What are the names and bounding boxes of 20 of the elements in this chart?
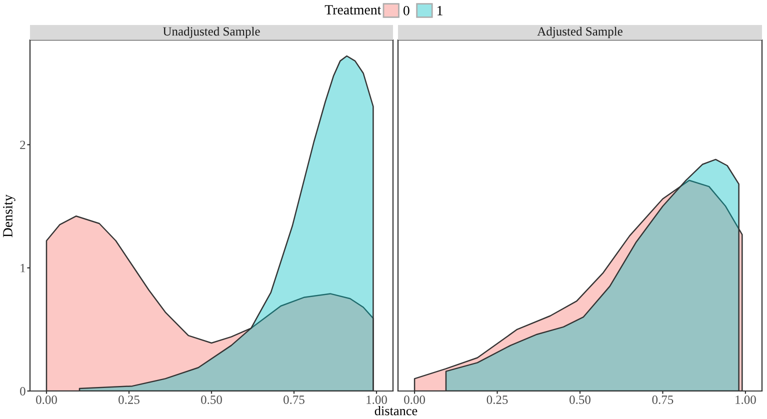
x-tick-label: 1.00 [736,396,756,404]
x-tick-label: 0.50 [570,396,590,404]
chart-title: Unadjusted Sample [162,26,260,38]
x-tick-label: 0.50 [201,396,222,404]
x-tick-label: 0.25 [118,396,140,404]
y-tick-label: 2 [20,140,26,150]
legend-label: 1 [438,6,442,16]
y-axis-title: Density [3,194,16,238]
x-tick-label: 0.00 [36,396,57,404]
x-axis-title: distance [374,406,418,416]
x-tick-label: 0.00 [404,396,426,404]
legend-label: 0 [403,6,410,16]
y-tick-label: 0 [20,387,26,396]
legend-title: Treatment [324,5,382,14]
x-tick-label: 0.75 [652,396,674,404]
x-tick-label: 0.25 [486,396,508,404]
x-tick-label: 1.00 [366,396,387,404]
y-tick-label: 1 [20,264,26,272]
x-tick-label: 0.75 [284,396,304,404]
chart-title: Adjusted Sample [537,26,622,38]
